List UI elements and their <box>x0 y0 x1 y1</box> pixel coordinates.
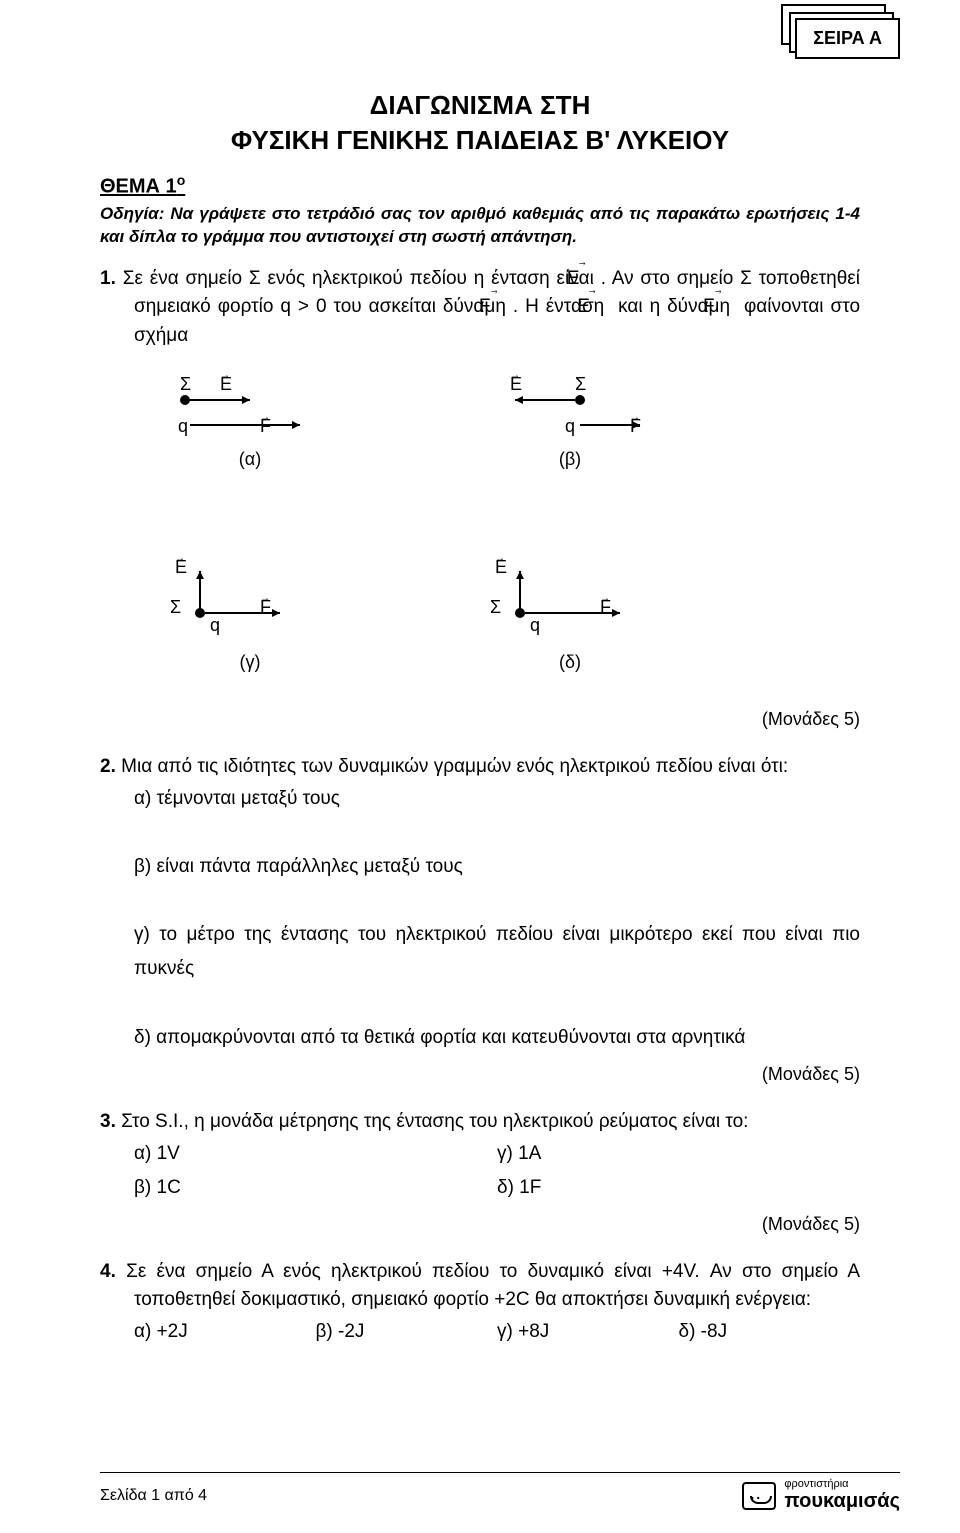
question-1: 1. Σε ένα σημείο Σ ενός ηλεκτρικού πεδίο… <box>100 265 860 734</box>
svg-text:Σ: Σ <box>180 374 191 394</box>
q1-diagrams: Σ E→ q F→ (α) E→ Σ <box>100 350 860 696</box>
page-footer: Σελίδα 1 από 4 φροντιστήρια πουκαμισάς <box>100 1472 900 1513</box>
svg-text:q: q <box>210 615 220 635</box>
diagram-gamma: E→ Σ q F→ (γ) <box>160 553 340 676</box>
q2-stem: Μια από τις ιδιότητες των δυναμικών γραμ… <box>121 756 788 777</box>
svg-text:q: q <box>530 615 540 635</box>
q3-number: 3. <box>100 1111 116 1132</box>
svg-text:→: → <box>495 553 505 564</box>
q3-opt-b: β) 1C <box>134 1171 497 1205</box>
svg-text:→: → <box>260 412 270 423</box>
page-number: Σελίδα 1 από 4 <box>100 1487 207 1505</box>
q4-opt-c: γ) +8J <box>497 1315 679 1349</box>
diagram-delta-svg: E→ Σ q F→ <box>480 553 660 643</box>
diagram-beta-label: (β) <box>480 446 660 473</box>
q1-marks: (Μονάδες 5) <box>100 706 860 733</box>
svg-text:q: q <box>178 416 188 436</box>
title-line-1: ΔΙΑΓΩΝΙΣΜΑ ΣΤΗ <box>100 90 860 121</box>
q1-text-a: Σε ένα σημείο Σ ενός ηλεκτρικού πεδίου η… <box>123 268 601 289</box>
series-badge: ΣΕΙΡΑ Α <box>795 18 900 59</box>
svg-text:→: → <box>260 593 270 604</box>
svg-text:→: → <box>220 370 230 381</box>
q1-text-c: . Η ένταση <box>513 296 611 317</box>
question-4: 4. Σε ένα σημείο Α ενός ηλεκτρικού πεδίο… <box>100 1258 860 1349</box>
diagram-gamma-label: (γ) <box>160 649 340 676</box>
diagram-alpha-label: (α) <box>160 446 340 473</box>
q2-opt-c: γ) το μέτρο της έντασης του ηλεκτρικού π… <box>134 918 860 986</box>
q4-number: 4. <box>100 1261 116 1282</box>
diagram-delta: E→ Σ q F→ (δ) <box>480 553 660 676</box>
q1-text-d: και η δύναμη <box>611 296 737 317</box>
svg-text:→: → <box>630 412 640 423</box>
q3-opt-a: α) 1V <box>134 1137 497 1171</box>
question-2: 2. Μια από τις ιδιότητες των δυναμικών γ… <box>100 753 860 1088</box>
q3-marks: (Μονάδες 5) <box>100 1211 860 1238</box>
diagram-beta-svg: E→ Σ q F→ <box>480 370 660 440</box>
svg-text:→: → <box>510 370 520 381</box>
diagram-gamma-svg: E→ Σ q F→ <box>160 553 340 643</box>
series-label: ΣΕΙΡΑ Α <box>813 28 882 48</box>
svg-text:→: → <box>175 553 185 564</box>
brand-logo: φροντιστήρια πουκαμισάς <box>742 1479 900 1513</box>
q3-opt-c: γ) 1A <box>497 1137 860 1171</box>
theme-text: ΘΕΜΑ 1 <box>100 176 177 198</box>
smiley-box-icon <box>742 1482 776 1510</box>
diagram-beta: E→ Σ q F→ (β) <box>480 370 660 473</box>
q1-number: 1. <box>100 268 116 289</box>
logo-main-text: πουκαμισάς <box>784 1490 900 1512</box>
diagram-delta-label: (δ) <box>480 649 660 676</box>
q4-opt-b: β) -2J <box>316 1315 498 1349</box>
page: ΣΕΙΡΑ Α ΔΙΑΓΩΝΙΣΜΑ ΣΤΗ ΦΥΣΙΚΗ ΓΕΝΙΚΗΣ ΠΑ… <box>0 0 960 1533</box>
title-line-2: ΦΥΣΙΚΗ ΓΕΝΙΚΗΣ ΠΑΙΔΕΙΑΣ Β' ΛΥΚΕΙΟΥ <box>100 125 860 156</box>
q2-opt-b: β) είναι πάντα παράλληλες μεταξύ τους <box>134 850 860 884</box>
q2-marks: (Μονάδες 5) <box>100 1061 860 1088</box>
svg-text:Σ: Σ <box>170 597 181 617</box>
svg-text:Σ: Σ <box>575 374 586 394</box>
diagram-alpha: Σ E→ q F→ (α) <box>160 370 340 473</box>
diagram-alpha-svg: Σ E→ q F→ <box>160 370 340 440</box>
logo-superscript: φροντιστήρια <box>784 1479 900 1490</box>
instruction-text: Οδηγία: Να γράψετε στο τετράδιό σας τον … <box>100 203 860 249</box>
q3-opt-d: δ) 1F <box>497 1171 860 1205</box>
q4-opt-d: δ) -8J <box>679 1315 861 1349</box>
question-3: 3. Στο S.I., η μονάδα μέτρησης της έντασ… <box>100 1108 860 1238</box>
theme-sup: ο <box>177 172 186 188</box>
svg-text:Σ: Σ <box>490 597 501 617</box>
title-block: ΔΙΑΓΩΝΙΣΜΑ ΣΤΗ ΦΥΣΙΚΗ ΓΕΝΙΚΗΣ ΠΑΙΔΕΙΑΣ Β… <box>100 90 860 156</box>
q2-opt-d: δ) απομακρύνονται από τα θετικά φορτία κ… <box>134 1021 860 1055</box>
q4-stem: Σε ένα σημείο Α ενός ηλεκτρικού πεδίου τ… <box>126 1261 860 1311</box>
svg-text:q: q <box>565 416 575 436</box>
q3-stem: Στο S.I., η μονάδα μέτρησης της έντασης … <box>121 1111 748 1132</box>
svg-text:→: → <box>600 593 610 604</box>
q2-opt-a: α) τέμνονται μεταξύ τους <box>134 782 860 816</box>
q2-number: 2. <box>100 756 116 777</box>
theme-heading: ΘΕΜΑ 1ο <box>100 172 860 199</box>
q4-opt-a: α) +2J <box>134 1315 316 1349</box>
